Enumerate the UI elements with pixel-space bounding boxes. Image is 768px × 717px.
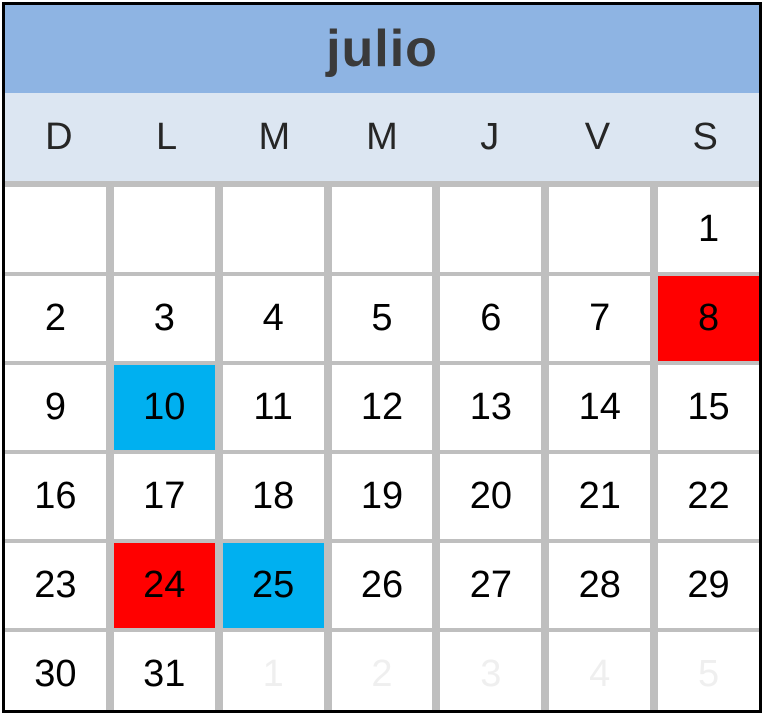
day-cell: 9 (5, 365, 106, 450)
day-cell: 7 (549, 276, 651, 361)
next-month-day-cell: 1 (222, 632, 324, 710)
empty-day-cell (440, 187, 542, 272)
day-cell: 1 (658, 187, 759, 272)
empty-day-cell (113, 187, 215, 272)
day-cell: 31 (113, 632, 215, 710)
day-cell: 29 (658, 543, 759, 628)
day-cell: 15 (658, 365, 759, 450)
weekday-tuesday: M (258, 115, 291, 158)
day-cell: 4 (222, 276, 324, 361)
day-cell: 3 (113, 276, 215, 361)
day-cell: 11 (222, 365, 324, 450)
weekday-saturday: S (692, 115, 718, 158)
day-cell: 12 (331, 365, 433, 450)
day-cell: 5 (331, 276, 433, 361)
day-cell: 21 (549, 454, 651, 539)
day-cell: 25 (222, 543, 324, 628)
day-cell: 24 (113, 543, 215, 628)
weekday-sunday: D (45, 115, 73, 158)
day-cell: 6 (440, 276, 542, 361)
weekday-friday: V (584, 115, 611, 158)
day-cell: 2 (5, 276, 106, 361)
day-cell: 26 (331, 543, 433, 628)
day-cell: 30 (5, 632, 106, 710)
empty-day-cell (549, 187, 651, 272)
next-month-day-cell: 2 (331, 632, 433, 710)
day-cell: 14 (549, 365, 651, 450)
day-cell: 19 (331, 454, 433, 539)
weekday-header: D L M M J V S (5, 93, 759, 185)
empty-day-cell (5, 187, 106, 272)
day-cell: 23 (5, 543, 106, 628)
next-month-day-cell: 4 (549, 632, 651, 710)
empty-day-cell (331, 187, 433, 272)
weekday-thursday: J (480, 115, 500, 158)
day-cell: 13 (440, 365, 542, 450)
next-month-day-cell: 5 (658, 632, 759, 710)
weekday-monday: L (155, 115, 178, 158)
day-cell: 27 (440, 543, 542, 628)
day-cell: 20 (440, 454, 542, 539)
next-month-day-cell: 3 (440, 632, 542, 710)
day-cell: 22 (658, 454, 759, 539)
day-grid: 1 2 3 4 5 6 7 8 9 10 11 12 13 14 15 16 17 18 19 20 21 22 23 24 2… (5, 185, 759, 710)
month-title: julio (5, 5, 759, 93)
day-cell: 18 (222, 454, 324, 539)
day-cell: 16 (5, 454, 106, 539)
empty-day-cell (222, 187, 324, 272)
day-cell: 10 (113, 365, 215, 450)
day-cell: 17 (113, 454, 215, 539)
day-cell: 28 (549, 543, 651, 628)
weekday-wednesday: M (366, 115, 398, 158)
day-cell: 8 (658, 276, 759, 361)
